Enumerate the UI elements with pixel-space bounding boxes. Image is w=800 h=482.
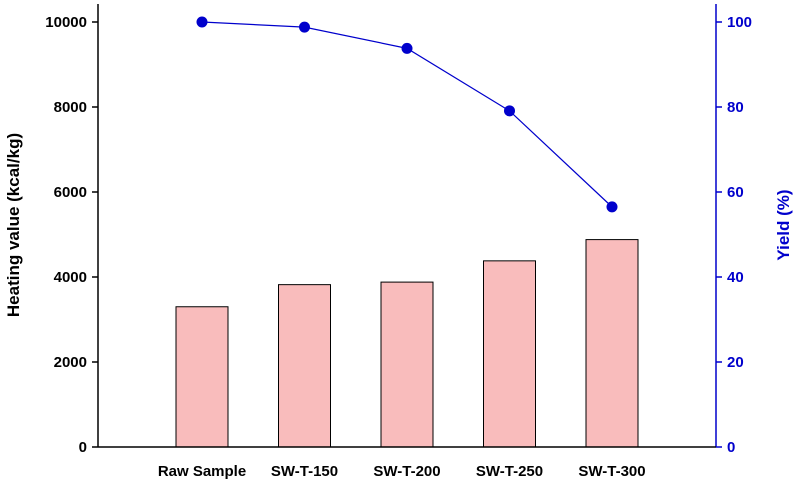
bar-sw-t-300 (585, 239, 639, 448)
left-tick-label: 6000 (54, 184, 87, 201)
yield-point-sw-t-300 (606, 201, 618, 213)
right-tick-label: 0 (727, 439, 735, 456)
right-tick-label: 100 (727, 14, 752, 31)
yield-point-sw-t-200 (401, 42, 413, 54)
bar-sw-t-250 (483, 260, 536, 448)
left-tick-label: 4000 (54, 269, 87, 286)
right-tick-label: 20 (727, 354, 744, 371)
axes-layer (97, 4, 717, 448)
bars-layer (175, 239, 639, 448)
right-tick-label: 40 (727, 269, 744, 286)
yield-line-layer (196, 16, 618, 213)
bar-sw-t-150 (278, 284, 331, 448)
left-axis-title: Heating value (kcal/kg) (4, 133, 23, 317)
left-tick-label: 8000 (54, 99, 87, 116)
yield-point-sw-t-150 (299, 21, 310, 33)
yield-point-raw-sample (196, 16, 208, 28)
left-tick-label: 0 (79, 439, 87, 456)
x-tick-label: SW-T-300 (578, 463, 645, 480)
x-tick-label: Raw Sample (158, 463, 246, 480)
bar-raw-sample (175, 306, 229, 448)
x-tick-label: SW-T-200 (373, 463, 440, 480)
left-tick-label: 10000 (45, 14, 87, 31)
left-tick-label: 2000 (54, 354, 87, 371)
yield-point-sw-t-250 (504, 105, 515, 117)
right-tick-label: 80 (727, 99, 744, 116)
bar-sw-t-200 (380, 281, 434, 448)
left-ticks: 0 2000 4000 6000 8000 10000 (45, 14, 98, 456)
right-ticks: 0 20 40 60 80 100 (716, 14, 752, 456)
x-tick-label: SW-T-150 (271, 463, 338, 480)
right-tick-label: 60 (727, 184, 744, 201)
right-axis-title: Yield (%) (774, 189, 793, 260)
x-tick-labels: Raw Sample SW-T-150 SW-T-200 SW-T-250 SW-T-3… (158, 463, 646, 480)
x-tick-label: SW-T-250 (476, 463, 543, 480)
